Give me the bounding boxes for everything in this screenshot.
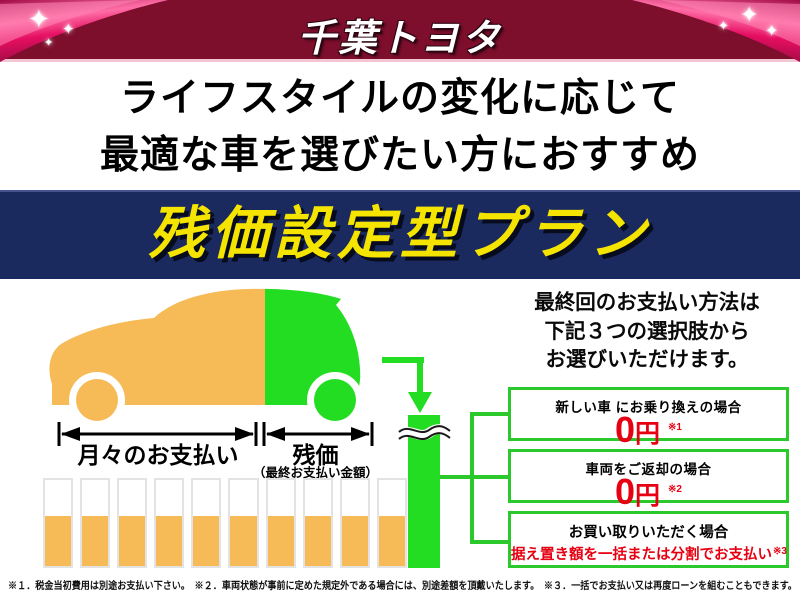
- connector-line: [470, 412, 508, 416]
- sparkle-icon: ✦: [740, 2, 759, 27]
- sparkle-icon: ✦: [62, 21, 75, 38]
- monthly-payment-bar-fill: [193, 516, 220, 566]
- amount-number: 0: [615, 471, 636, 512]
- options-intro: 最終回のお支払い方法は 下記３つの選択肢から お選びいただけます。: [497, 289, 797, 375]
- sparkle-icon: ✦: [28, 4, 50, 34]
- monthly-payment-bars: [43, 478, 407, 568]
- monthly-payment-bar: [376, 478, 407, 568]
- residual-arrow-line: [417, 357, 423, 394]
- option-box-return: 車両をご返却の場合 0円 ※2: [508, 449, 789, 510]
- monthly-payment-bar: [339, 478, 370, 568]
- monthly-payment-bar-fill: [119, 516, 146, 566]
- option-title: 新しい車 にお乗り換えの場合: [555, 400, 742, 415]
- option-amount: 0円 ※2: [511, 474, 786, 514]
- note-reference: ※2: [668, 484, 682, 495]
- dealer-logo: 千葉トヨタ: [297, 18, 503, 60]
- monthly-payment-bar-fill: [341, 516, 368, 566]
- residual-value-bar: [408, 415, 440, 568]
- option-title: お買い取りいただく場合: [568, 525, 729, 541]
- monthly-payment-bar-fill: [82, 516, 109, 566]
- plan-banner: 残価設定型プラン: [0, 190, 800, 279]
- connector-line: [474, 475, 508, 479]
- ribbon-right-decoration: [632, 0, 800, 62]
- options-intro-line2: 下記３つの選択肢から: [544, 319, 750, 343]
- options-intro-line1: 最終回のお支払い方法は: [534, 291, 760, 314]
- amount-unit: 円: [635, 420, 661, 448]
- option-box-buyout: お買い取りいただく場合 据え置き額を一括または分割でお支払い※3: [508, 511, 789, 568]
- monthly-payment-bar: [154, 478, 185, 568]
- residual-value-sublabel: （最終お支払い金額）: [252, 466, 378, 480]
- monthly-payment-bar: [191, 478, 222, 568]
- header-bar: ✦ ✦ ✦ ✦ ✦ ✦ 千葉トヨタ: [0, 0, 800, 62]
- amount-unit: 円: [635, 482, 661, 510]
- option-title: 車両をご返却の場合: [585, 462, 712, 477]
- bar-break-mark: [397, 424, 451, 440]
- monthly-payment-bar-fill: [230, 516, 257, 566]
- residual-value-label: 残価: [292, 442, 339, 468]
- ribbon-left-decoration: [0, 0, 168, 62]
- monthly-payment-bar: [43, 478, 74, 568]
- monthly-payment-bar-fill: [45, 516, 72, 566]
- monthly-payment-bar-fill: [156, 516, 183, 566]
- note-reference: ※1: [668, 422, 682, 433]
- plan-title: 残価設定型プラン: [148, 202, 652, 266]
- monthly-payment-bar-fill: [267, 516, 294, 566]
- monthly-payment-bar-fill: [304, 516, 331, 566]
- sparkle-icon: ✦: [718, 18, 729, 33]
- residual-arrow-line: [382, 357, 424, 363]
- residual-arrow-head-icon: [408, 392, 432, 413]
- detail-text: 据え置き額を一括または分割でお支払い: [511, 547, 772, 563]
- option-detail: 据え置き額を一括または分割でお支払い※3: [511, 543, 787, 564]
- monthly-payment-bar: [117, 478, 148, 568]
- amount-number: 0: [615, 409, 636, 450]
- option-amount: 0円 ※1: [511, 412, 786, 452]
- footnotes-text: ※１．税金当初費用は別途お支払い下さい。 ※２．車両状態が事前に定めた規定外であ…: [8, 581, 797, 592]
- monthly-payment-bar: [80, 478, 111, 568]
- headline-block: ライフスタイルの変化に応じて 最適な車を選びたい方におすすめ: [0, 65, 800, 190]
- monthly-payment-bar: [228, 478, 259, 568]
- note-reference: ※3: [773, 546, 787, 557]
- dimension-arrows: [57, 422, 374, 446]
- connector-line: [470, 540, 508, 544]
- monthly-payment-bar-fill: [378, 516, 405, 566]
- monthly-payment-bar: [265, 478, 296, 568]
- headline-line1: ライフスタイルの変化に応じて: [119, 77, 680, 120]
- monthly-payment-label: 月々のお支払い: [77, 442, 239, 468]
- option-box-trade-in: 新しい車 にお乗り換えの場合 0円 ※1: [508, 387, 789, 448]
- headline-line2: 最適な車を選びたい方におすすめ: [99, 134, 700, 177]
- sparkle-icon: ✦: [765, 23, 779, 40]
- sparkle-icon: ✦: [44, 37, 54, 49]
- connector-line: [470, 412, 474, 544]
- connector-line: [440, 475, 470, 479]
- monthly-payment-bar: [302, 478, 333, 568]
- options-intro-line3: お選びいただけます。: [545, 348, 749, 371]
- car-illustration: [49, 288, 363, 428]
